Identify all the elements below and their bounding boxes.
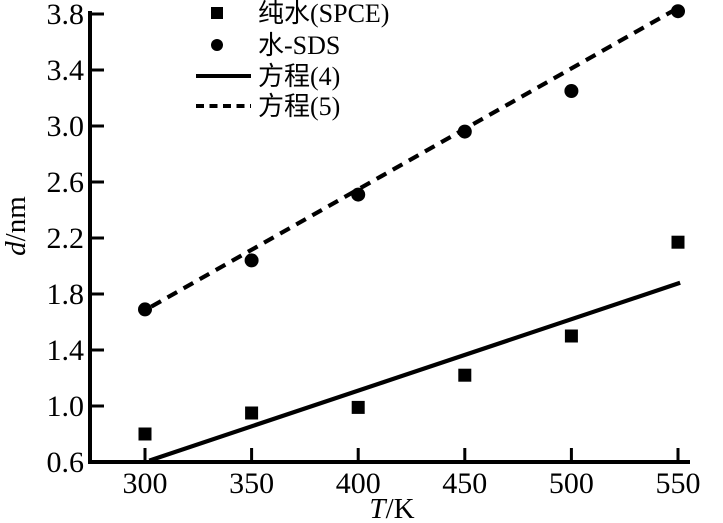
legend-square-marker [211, 7, 223, 19]
x-tick-label: 450 [442, 467, 487, 500]
data-point-circle [244, 253, 259, 268]
data-point-square [671, 235, 685, 249]
legend-label: 方程(5) [258, 92, 340, 121]
x-tick-label: 550 [656, 467, 701, 500]
series-equation-5 [150, 3, 684, 309]
legend-label: 方程(4) [258, 62, 340, 91]
legend-circle-marker [211, 39, 223, 51]
data-point-circle [564, 84, 579, 98]
legend-label: 水-SDS [258, 31, 340, 60]
series-water-sds [138, 4, 685, 317]
y-tick-label: 2.2 [47, 222, 85, 255]
series-equation-4 [148, 280, 681, 463]
legend-label: 纯水(SPCE) [258, 0, 389, 28]
legend-item-equation-5: 方程(5) [196, 92, 340, 121]
data-point-square [458, 368, 472, 382]
y-tick-label: 2.6 [47, 166, 85, 199]
x-axis-label: T/K [369, 493, 414, 523]
data-point-circle [351, 187, 366, 202]
x-tick-label: 400 [336, 467, 381, 500]
data-point-circle [671, 4, 685, 19]
data-point-circle [138, 302, 152, 317]
data-point-square [138, 427, 152, 441]
x-tick-label: 500 [549, 467, 594, 500]
data-point-square [564, 329, 578, 343]
legend-item-equation-4: 方程(4) [196, 62, 340, 91]
legend-item-pure-water-spce: 纯水(SPCE) [211, 0, 389, 28]
data-point-square [245, 406, 259, 420]
data-point-square [351, 400, 365, 414]
x-tick-label: 300 [123, 467, 168, 500]
y-tick-label: 3.0 [47, 110, 85, 143]
y-tick-label: 3.4 [47, 54, 85, 87]
legend-item-water-sds: 水-SDS [211, 31, 340, 60]
y-tick-label: 1.0 [47, 390, 85, 423]
data-point-circle [457, 124, 472, 139]
y-tick-label: 0.6 [47, 446, 85, 479]
y-axis-label: d/nm [0, 196, 32, 256]
y-tick-label: 1.8 [47, 278, 85, 311]
y-tick-label: 1.4 [47, 334, 85, 367]
y-tick-label: 3.8 [47, 0, 85, 31]
x-tick-label: 350 [229, 467, 274, 500]
series-pure-water-spce [138, 235, 685, 441]
